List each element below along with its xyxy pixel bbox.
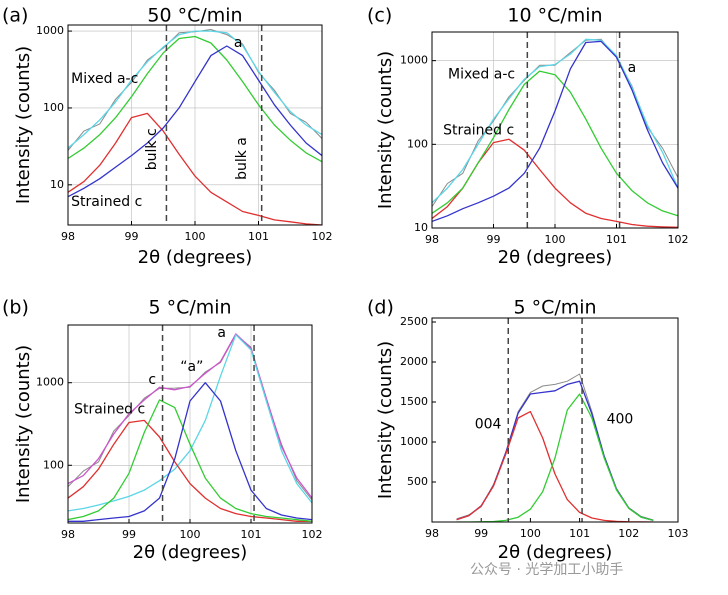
x-tick-label: 102 [302,528,323,541]
annotation: a [217,325,226,341]
x-tick-label: 102 [618,527,639,540]
panel-label: (c) [367,5,392,27]
annotation: Mixed a-c [448,67,515,83]
x-axis-label: 2θ (degrees) [138,247,253,268]
plot-frame [431,317,679,523]
panel-label: (b) [2,297,29,319]
plot-frame [67,324,313,524]
series-line [432,70,678,217]
x-tick-label: 101 [241,528,262,541]
series-line [68,419,312,522]
x-tick-label: 101 [606,233,627,246]
y-tick-label: 2500 [400,315,428,328]
y-axis-label: Intensity (counts) [375,341,396,499]
y-tick-label: 1000 [36,24,64,37]
x-tick-label: 98 [61,230,75,243]
annotation: Strained c [71,194,142,210]
series-line [68,399,312,522]
annotation: 004 [475,417,502,433]
series-line [68,45,322,198]
annotation: bulk a [234,137,250,180]
series-line [432,38,678,204]
x-tick-label: 100 [180,528,201,541]
y-axis-label: Intensity (counts) [13,345,34,503]
annotation: c [148,372,156,388]
x-tick-label: 98 [61,528,75,541]
y-tick-label: 100 [43,101,64,114]
x-tick-label: 102 [312,230,333,243]
series-line [68,382,312,522]
x-axis-label: 2θ (degrees) [498,542,613,563]
annotation: Strained c [74,402,145,418]
x-axis-label: 2θ (degrees) [498,247,613,268]
x-tick-label: 103 [668,527,689,540]
annotation: a [234,35,243,51]
x-tick-label: 98 [425,527,439,540]
y-tick-label: 1000 [400,435,428,448]
x-tick-label: 99 [125,230,139,243]
x-tick-label: 99 [122,528,136,541]
x-tick-label: 98 [425,233,439,246]
series-line [68,35,322,163]
plot-frame [431,31,679,229]
series-line [432,40,678,223]
annotation: 400 [607,412,634,428]
series-line [68,112,322,225]
chart-title: 5 °C/min [513,297,596,319]
x-axis-label: 2θ (degrees) [133,542,248,563]
x-tick-label: 99 [487,233,501,246]
annotation: “a” [180,359,203,375]
panel-label: (d) [367,297,394,319]
series-line [456,380,654,522]
y-tick-label: 1000 [36,376,64,389]
x-tick-label: 102 [668,233,689,246]
chart-title: 10 °C/min [507,5,602,27]
y-tick-label: 2000 [400,355,428,368]
y-tick-label: 500 [407,475,428,488]
annotation: Mixed a-c [71,71,138,87]
y-tick-label: 100 [43,458,64,471]
x-tick-label: 101 [569,527,590,540]
y-tick-label: 1500 [400,395,428,408]
series-line [68,333,312,499]
x-tick-label: 101 [248,230,269,243]
chart-title: 5 °C/min [148,297,231,319]
x-tick-label: 99 [474,527,488,540]
y-tick-label: 100 [407,137,428,150]
annotation: a [628,60,637,76]
y-tick-label: 10 [414,221,428,234]
annotation: Strained c [443,122,514,138]
y-axis-label: Intensity (counts) [375,51,396,209]
x-tick-label: 100 [185,230,206,243]
panel-label: (a) [2,5,28,27]
y-tick-label: 10 [50,178,64,191]
plot-frame [67,24,323,226]
annotation: bulk c [144,128,160,170]
x-tick-label: 100 [520,527,541,540]
series-line [68,30,322,149]
chart-title: 50 °C/min [147,5,242,27]
y-axis-label: Intensity (counts) [13,46,34,204]
watermark: 公众号 · 光学加工小助手 [470,562,623,578]
x-tick-label: 100 [545,233,566,246]
y-tick-label: 1000 [400,54,428,67]
